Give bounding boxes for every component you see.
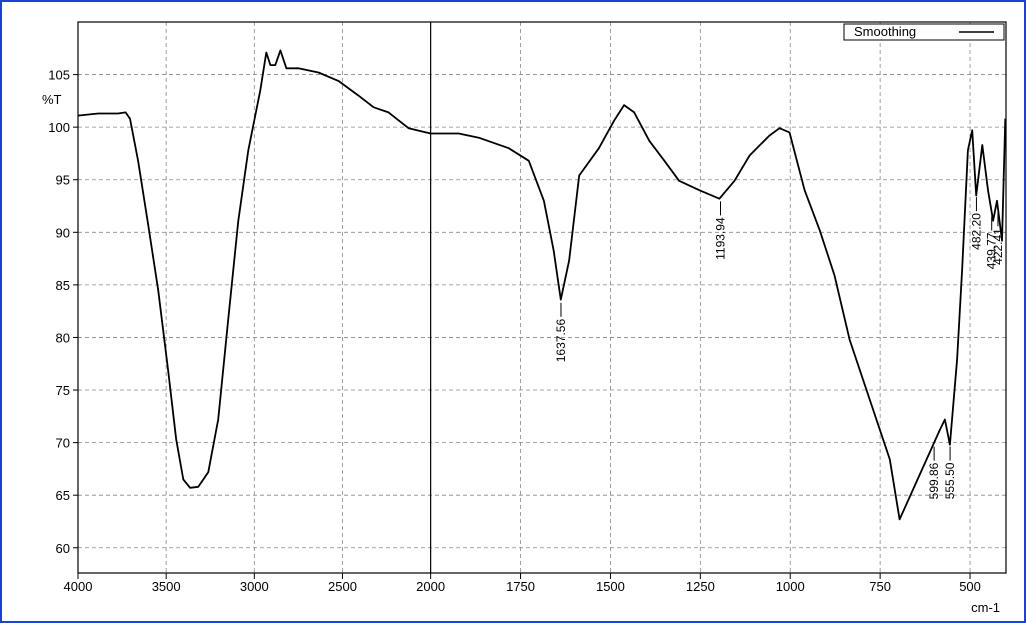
y-tick-label: 75 xyxy=(56,383,70,398)
peak-label: 599.86 xyxy=(927,462,941,499)
x-tick-label: 1250 xyxy=(686,579,715,594)
legend-box xyxy=(843,23,1005,41)
peak-label: 1193.94 xyxy=(713,217,727,260)
spectrum-line xyxy=(77,49,1007,521)
y-tick-label: 90 xyxy=(56,225,70,240)
y-tick-label: 70 xyxy=(56,436,70,451)
x-tick-label: 4000 xyxy=(64,579,93,594)
x-tick-label: 1750 xyxy=(506,579,535,594)
plot-frame xyxy=(77,21,1007,574)
x-tick-label: 3000 xyxy=(240,579,269,594)
peak-label: 439.77 xyxy=(985,232,999,269)
peak-label: 482.20 xyxy=(969,213,983,250)
y-axis-label: %T xyxy=(42,92,62,107)
y-tick-label: 80 xyxy=(56,330,70,345)
x-tick-label: 3500 xyxy=(152,579,181,594)
x-axis-label: cm-1 xyxy=(971,600,1000,615)
y-tick-label: 100 xyxy=(48,120,70,135)
peak-label: 555.50 xyxy=(943,462,957,499)
y-tick-label: 105 xyxy=(48,68,70,83)
y-tick-label: 65 xyxy=(56,488,70,503)
y-tick-label: 95 xyxy=(56,173,70,188)
x-tick-label: 2000 xyxy=(416,579,445,594)
legend-label: Smoothing xyxy=(854,24,916,39)
x-tick-label: 500 xyxy=(959,579,981,594)
x-tick-label: 2500 xyxy=(328,579,357,594)
x-tick-label: 1500 xyxy=(596,579,625,594)
y-tick-label: 85 xyxy=(56,278,70,293)
x-tick-label: 750 xyxy=(869,579,891,594)
peak-label: 1637.56 xyxy=(554,319,568,363)
peak-label: 422.41 xyxy=(991,228,1005,265)
y-tick-label: 60 xyxy=(56,541,70,556)
x-tick-label: 1000 xyxy=(776,579,805,594)
